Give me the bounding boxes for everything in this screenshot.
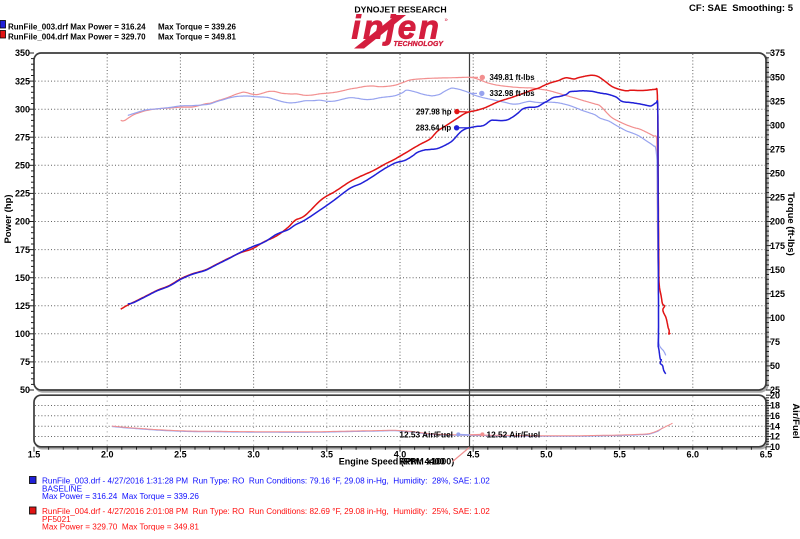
svg-text:175: 175 bbox=[15, 245, 30, 255]
svg-text:RunFile_003.drf Max Power = 31: RunFile_003.drf Max Power = 316.24 bbox=[8, 22, 146, 31]
svg-text:50: 50 bbox=[770, 361, 780, 371]
svg-text:18: 18 bbox=[770, 401, 780, 411]
svg-text:250: 250 bbox=[770, 169, 785, 179]
svg-text:CF: SAE Smoothing: 5: CF: SAE Smoothing: 5 bbox=[689, 3, 794, 14]
svg-text:100: 100 bbox=[770, 313, 785, 323]
svg-text:Air/Fuel: Air/Fuel bbox=[790, 403, 800, 438]
svg-text:125: 125 bbox=[15, 301, 30, 311]
svg-text:2.0: 2.0 bbox=[101, 450, 114, 460]
svg-text:349.81 ft-lbs: 349.81 ft-lbs bbox=[490, 73, 536, 82]
svg-text:297.98 hp: 297.98 hp bbox=[416, 107, 452, 116]
svg-text:TECHNOLOGY: TECHNOLOGY bbox=[394, 41, 445, 48]
svg-text:225: 225 bbox=[15, 189, 30, 199]
svg-text:325: 325 bbox=[770, 96, 785, 106]
svg-text:Torque (ft-lbs): Torque (ft-lbs) bbox=[785, 192, 796, 256]
svg-text:16: 16 bbox=[770, 411, 780, 421]
svg-text:12.52 Air/Fuel: 12.52 Air/Fuel bbox=[487, 429, 541, 439]
svg-text:150: 150 bbox=[15, 273, 30, 283]
svg-text:4.5: 4.5 bbox=[467, 450, 480, 460]
svg-text:1.5: 1.5 bbox=[28, 450, 41, 460]
svg-text:75: 75 bbox=[20, 357, 30, 367]
svg-text:2.5: 2.5 bbox=[174, 450, 187, 460]
svg-text:RPM: 4400: RPM: 4400 bbox=[399, 457, 445, 467]
svg-text:Max Power = 316.24 Max Torque: Max Power = 316.24 Max Torque = 339.26 bbox=[42, 492, 199, 501]
svg-text:5.5: 5.5 bbox=[613, 450, 626, 460]
svg-text:250: 250 bbox=[15, 161, 30, 171]
svg-text:RunFile_004.drf - 4/27/2016 2:: RunFile_004.drf - 4/27/2016 2:01:08 PM R… bbox=[42, 507, 490, 516]
svg-text:125: 125 bbox=[770, 289, 785, 299]
svg-text:200: 200 bbox=[15, 217, 30, 227]
svg-text:375: 375 bbox=[770, 48, 785, 58]
svg-text:3.0: 3.0 bbox=[247, 450, 260, 460]
svg-text:6.5: 6.5 bbox=[760, 450, 773, 460]
svg-text:6.0: 6.0 bbox=[687, 450, 700, 460]
svg-text:100: 100 bbox=[15, 329, 30, 339]
svg-text:3.5: 3.5 bbox=[321, 450, 334, 460]
svg-text:Max Power = 329.70 Max Torque: Max Power = 329.70 Max Torque = 349.81 bbox=[42, 523, 199, 532]
svg-text:20: 20 bbox=[770, 390, 780, 400]
svg-text:325: 325 bbox=[15, 76, 30, 86]
svg-text:275: 275 bbox=[770, 145, 785, 155]
svg-text:50: 50 bbox=[20, 385, 30, 395]
svg-text:Max Torque = 349.81: Max Torque = 349.81 bbox=[158, 32, 236, 41]
svg-text:350: 350 bbox=[770, 72, 785, 82]
svg-text:RunFile_003.drf - 4/27/2016 1:: RunFile_003.drf - 4/27/2016 1:31:28 PM R… bbox=[42, 476, 490, 485]
svg-text:300: 300 bbox=[15, 104, 30, 114]
svg-text:75: 75 bbox=[770, 337, 780, 347]
svg-text:200: 200 bbox=[770, 217, 785, 227]
svg-text:»: » bbox=[445, 18, 449, 24]
svg-text:283.64 hp: 283.64 hp bbox=[416, 124, 452, 133]
svg-text:12.53 Air/Fuel: 12.53 Air/Fuel bbox=[399, 429, 453, 439]
svg-text:150: 150 bbox=[770, 265, 785, 275]
svg-text:12: 12 bbox=[770, 432, 780, 442]
svg-text:5.0: 5.0 bbox=[540, 450, 553, 460]
svg-text:14: 14 bbox=[770, 421, 780, 431]
svg-text:Max Torque = 339.26: Max Torque = 339.26 bbox=[158, 22, 236, 31]
svg-text:275: 275 bbox=[15, 132, 30, 142]
svg-text:Power (hp): Power (hp) bbox=[3, 194, 14, 243]
svg-text:332.98 ft-lbs: 332.98 ft-lbs bbox=[490, 89, 536, 98]
svg-text:175: 175 bbox=[770, 241, 785, 251]
svg-text:225: 225 bbox=[770, 193, 785, 203]
svg-text:300: 300 bbox=[770, 120, 785, 130]
svg-text:RunFile_004.drf Max Power = 32: RunFile_004.drf Max Power = 329.70 bbox=[8, 32, 146, 41]
svg-text:350: 350 bbox=[15, 48, 30, 58]
